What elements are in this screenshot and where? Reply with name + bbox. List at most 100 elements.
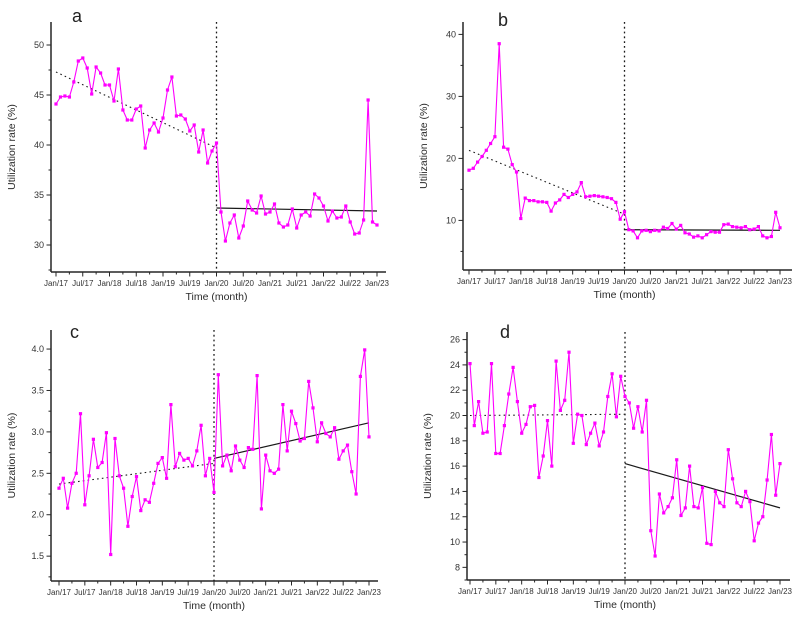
data-point-marker: [692, 505, 696, 509]
data-point-marker: [290, 207, 294, 211]
data-point-marker: [307, 379, 311, 383]
data-point-marker: [536, 200, 540, 204]
data-point-marker: [165, 476, 169, 480]
data-point-marker: [304, 210, 308, 214]
x-tick-label: Jan/22: [305, 588, 330, 597]
data-point-marker: [203, 474, 207, 478]
x-tick-label: Jul/18: [536, 277, 558, 286]
x-tick-label: Jan/21: [254, 588, 279, 597]
data-point-marker: [506, 147, 510, 151]
data-point-marker: [165, 88, 170, 92]
data-point-marker: [112, 99, 116, 103]
x-tick-label: Jul/19: [588, 277, 610, 286]
y-tick-label: 26: [450, 335, 460, 345]
data-point-marker: [272, 202, 277, 206]
x-tick-label: Jan/17: [457, 277, 482, 286]
data-point-marker: [238, 458, 242, 462]
data-point-marker: [348, 220, 352, 224]
data-point-marker: [107, 83, 112, 87]
y-tick-label: 12: [450, 512, 460, 522]
data-point-marker: [354, 492, 358, 496]
panel-a: Jan/17 Jul/17 Jan/18 Jul/18 Jan/19 Jul/19 Jan/…: [6, 6, 390, 303]
x-tick-label: Jul/20: [229, 588, 251, 597]
x-tick-label: Jan/23: [768, 277, 793, 286]
x-tick-label: Jul/21: [692, 587, 714, 596]
data-point-marker: [614, 415, 618, 419]
x-tick-label: Jan/20: [204, 279, 229, 288]
data-point-marker: [481, 431, 485, 435]
data-point-marker: [103, 83, 107, 87]
data-point-marker: [579, 181, 583, 185]
x-tick-label: Jul/22: [743, 277, 765, 286]
data-point-marker: [623, 394, 627, 399]
y-axis-title: Utilization rate (%): [6, 413, 18, 499]
x-tick-label: Jul/17: [72, 279, 94, 288]
data-point-marker: [311, 406, 315, 410]
data-point-marker: [515, 400, 519, 404]
data-point-marker: [161, 116, 165, 120]
data-point-marker: [330, 209, 334, 213]
data-point-marker: [609, 197, 614, 201]
data-point-marker: [696, 506, 700, 510]
data-point-marker: [277, 467, 281, 471]
data-point-marker: [576, 412, 580, 416]
data-point-marker: [743, 225, 747, 229]
data-point-marker: [320, 421, 324, 425]
x-tick-label: Jan/18: [97, 279, 122, 288]
data-point-marker: [109, 552, 113, 557]
data-point-marker: [558, 198, 562, 202]
x-tick-label: Jan/17: [47, 588, 72, 597]
data-point-marker: [281, 225, 285, 229]
data-point-marker: [778, 462, 782, 466]
data-point-marker: [648, 230, 652, 234]
data-point-marker: [619, 374, 623, 378]
data-point-marker: [125, 118, 129, 122]
data-point-marker: [761, 234, 765, 238]
data-point-marker: [259, 507, 263, 511]
data-point-marker: [116, 67, 120, 71]
data-point-marker: [197, 150, 201, 154]
x-tick-label: Jul/18: [126, 588, 148, 597]
data-point-marker: [63, 94, 67, 98]
trend-line-pre: [58, 462, 215, 485]
data-point-marker: [761, 515, 765, 519]
data-point-marker: [58, 95, 63, 99]
data-point-marker: [584, 443, 588, 447]
data-point-marker: [94, 65, 98, 69]
data-point-marker: [597, 194, 601, 198]
x-tick-label: Jul/17: [484, 277, 506, 286]
data-point-marker: [635, 236, 640, 240]
data-point-marker: [255, 211, 259, 215]
data-point-marker: [717, 230, 722, 234]
data-point-marker: [143, 498, 147, 502]
y-tick-label: 18: [450, 436, 460, 446]
data-point-marker: [632, 426, 636, 430]
data-point-marker: [328, 435, 332, 439]
y-tick-label: 40: [34, 140, 44, 150]
x-tick-label: Jan/22: [716, 587, 741, 596]
x-tick-label: Jan/21: [665, 587, 690, 596]
data-point-marker: [179, 113, 183, 117]
data-point-marker: [545, 419, 550, 423]
data-point-marker: [670, 496, 674, 500]
data-point-marker: [212, 490, 216, 494]
data-point-marker: [722, 223, 726, 227]
data-point-marker: [675, 458, 679, 462]
trend-line-post: [213, 422, 370, 459]
data-point-marker: [315, 440, 319, 444]
data-point-marker: [242, 465, 246, 470]
data-point-marker: [121, 108, 125, 112]
data-point-marker: [139, 509, 143, 513]
y-tick-label: 16: [450, 461, 460, 471]
data-point-marker: [744, 489, 748, 493]
data-point-marker: [281, 403, 285, 407]
data-point-marker: [468, 362, 472, 366]
data-point-marker: [523, 196, 527, 200]
data-point-marker: [83, 503, 87, 507]
data-point-marker: [72, 80, 76, 84]
x-tick-label: Jul/19: [588, 587, 610, 596]
data-point-marker: [550, 464, 554, 468]
data-point-marker: [524, 422, 528, 426]
data-point-marker: [286, 223, 290, 227]
